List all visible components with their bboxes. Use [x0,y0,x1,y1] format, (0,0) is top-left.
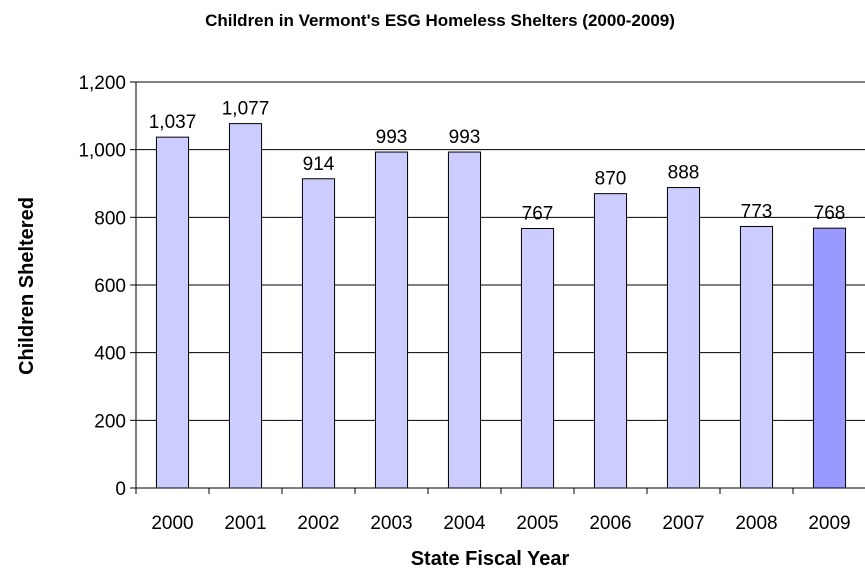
data-label: 993 [449,127,481,148]
axes: 0 200 400 600 800 1,000 1,200 2000 2001 2002 2003 2… [78,73,865,534]
data-label: 888 [668,163,700,184]
x-tick-label: 2006 [589,513,631,534]
x-tick-label: 2003 [370,513,412,534]
y-axis-title: Children Sheltered [16,197,38,375]
bar-2001 [228,123,263,489]
x-tick-label: 2000 [151,513,193,534]
y-tick-label: 0 [115,479,126,500]
data-label: 1,037 [149,112,197,133]
bar-2007 [666,187,701,489]
y-tick-label: 1,000 [78,141,126,162]
bar-2002 [301,178,336,489]
data-label: 768 [814,203,846,224]
data-label: 870 [595,169,627,190]
x-tick-label: 2005 [516,513,558,534]
x-tick-label: 2008 [735,513,777,534]
bar-2003 [374,151,409,489]
data-label: 914 [303,154,335,175]
x-tick-label: 2001 [224,513,266,534]
chart-title: Children in Vermont's ESG Homeless Shelt… [205,11,675,30]
data-labels: 1,037 1,077 914 993 993 767 870 888 773 768 [149,99,846,225]
data-label: 767 [522,203,554,224]
y-tick-label: 1,200 [78,73,126,94]
y-tick-label: 600 [94,276,126,297]
data-label: 773 [741,201,773,222]
data-label: 993 [376,127,408,148]
x-tick-label: 2004 [443,513,486,534]
y-tick-label: 800 [94,208,126,229]
x-tick-label: 2002 [297,513,339,534]
y-tick-label: 400 [94,344,126,365]
x-tick-label: 2007 [662,513,704,534]
bar-2004 [447,151,482,489]
bar-2008 [739,225,774,489]
bar-2009 [812,227,847,489]
data-label: 1,077 [222,99,270,120]
bar-2005 [520,227,555,489]
x-axis-title: State Fiscal Year [411,548,570,570]
bar-2006 [593,193,628,489]
bar-2000 [155,136,190,489]
y-tick-label: 200 [94,411,126,432]
x-tick-label: 2009 [808,513,850,534]
bars [155,123,847,489]
